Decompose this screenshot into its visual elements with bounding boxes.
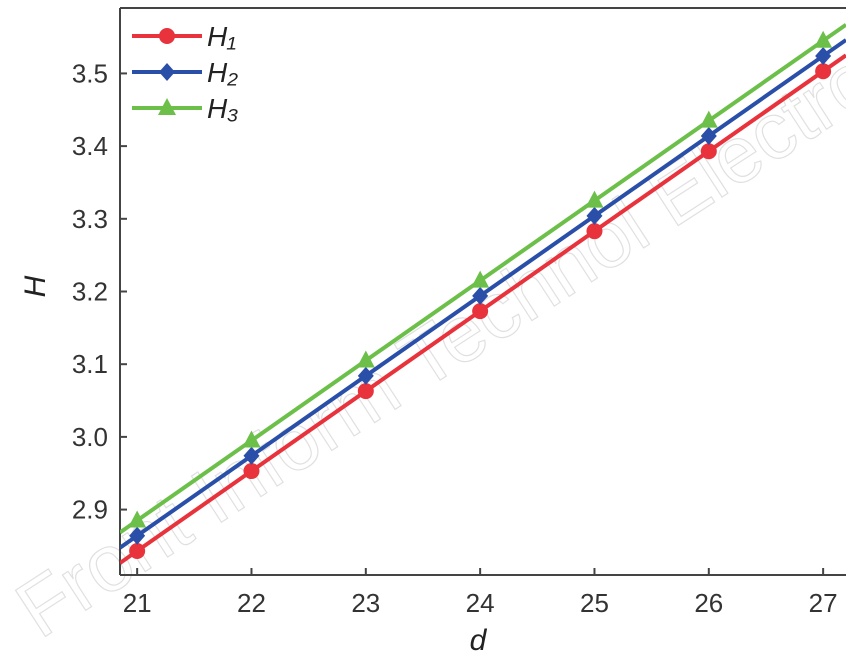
y-axis-title: H — [19, 275, 52, 297]
data-point — [471, 270, 490, 288]
x-axis-title: d — [470, 624, 488, 655]
y-tick-label: 3.2 — [72, 277, 108, 307]
data-point — [700, 126, 717, 145]
data-point — [243, 446, 260, 465]
data-point — [815, 63, 832, 80]
data-point — [472, 286, 489, 305]
y-axis-ticks: 2.9 3.0 3.1 3.2 3.3 3.4 3.5 — [72, 58, 127, 525]
data-point — [356, 350, 375, 368]
data-point — [814, 30, 833, 48]
x-tick-label: 26 — [694, 588, 723, 618]
y-tick-label: 3.5 — [72, 58, 108, 88]
data-point — [357, 383, 374, 400]
x-tick-label: 23 — [351, 588, 380, 618]
legend-marker — [159, 63, 175, 81]
data-point — [242, 430, 261, 448]
series-layer — [120, 23, 846, 565]
data-point — [129, 526, 146, 545]
data-point — [586, 223, 603, 240]
x-tick-label: 21 — [123, 588, 152, 618]
series-1 — [120, 53, 846, 565]
y-tick-label: 3.0 — [72, 422, 108, 452]
x-tick-label: 22 — [237, 588, 266, 618]
data-point — [700, 143, 717, 160]
legend-label: H₁ — [207, 21, 236, 52]
series-3 — [120, 23, 846, 535]
y-tick-label: 3.3 — [72, 204, 108, 234]
legend: H₁ H₂ H₃ — [132, 21, 238, 124]
x-tick-label: 27 — [809, 588, 838, 618]
data-point — [815, 46, 832, 65]
legend-marker — [158, 98, 176, 115]
data-point — [129, 543, 146, 560]
data-point — [472, 303, 489, 320]
x-tick-label: 24 — [466, 588, 495, 618]
data-point — [699, 110, 718, 128]
data-point — [585, 190, 604, 208]
data-point — [586, 206, 603, 225]
y-tick-label: 3.4 — [72, 131, 108, 161]
y-tick-label: 2.9 — [72, 495, 108, 525]
data-point — [128, 510, 147, 528]
x-axis-ticks: 21 22 23 24 25 26 27 — [123, 568, 838, 618]
legend-label: H₃ — [207, 93, 238, 124]
series-2 — [120, 38, 846, 550]
y-tick-label: 3.1 — [72, 349, 108, 379]
legend-label: H₂ — [207, 57, 238, 88]
legend-marker — [159, 28, 175, 44]
data-point — [357, 366, 374, 385]
x-tick-label: 25 — [580, 588, 609, 618]
data-point — [243, 463, 260, 480]
